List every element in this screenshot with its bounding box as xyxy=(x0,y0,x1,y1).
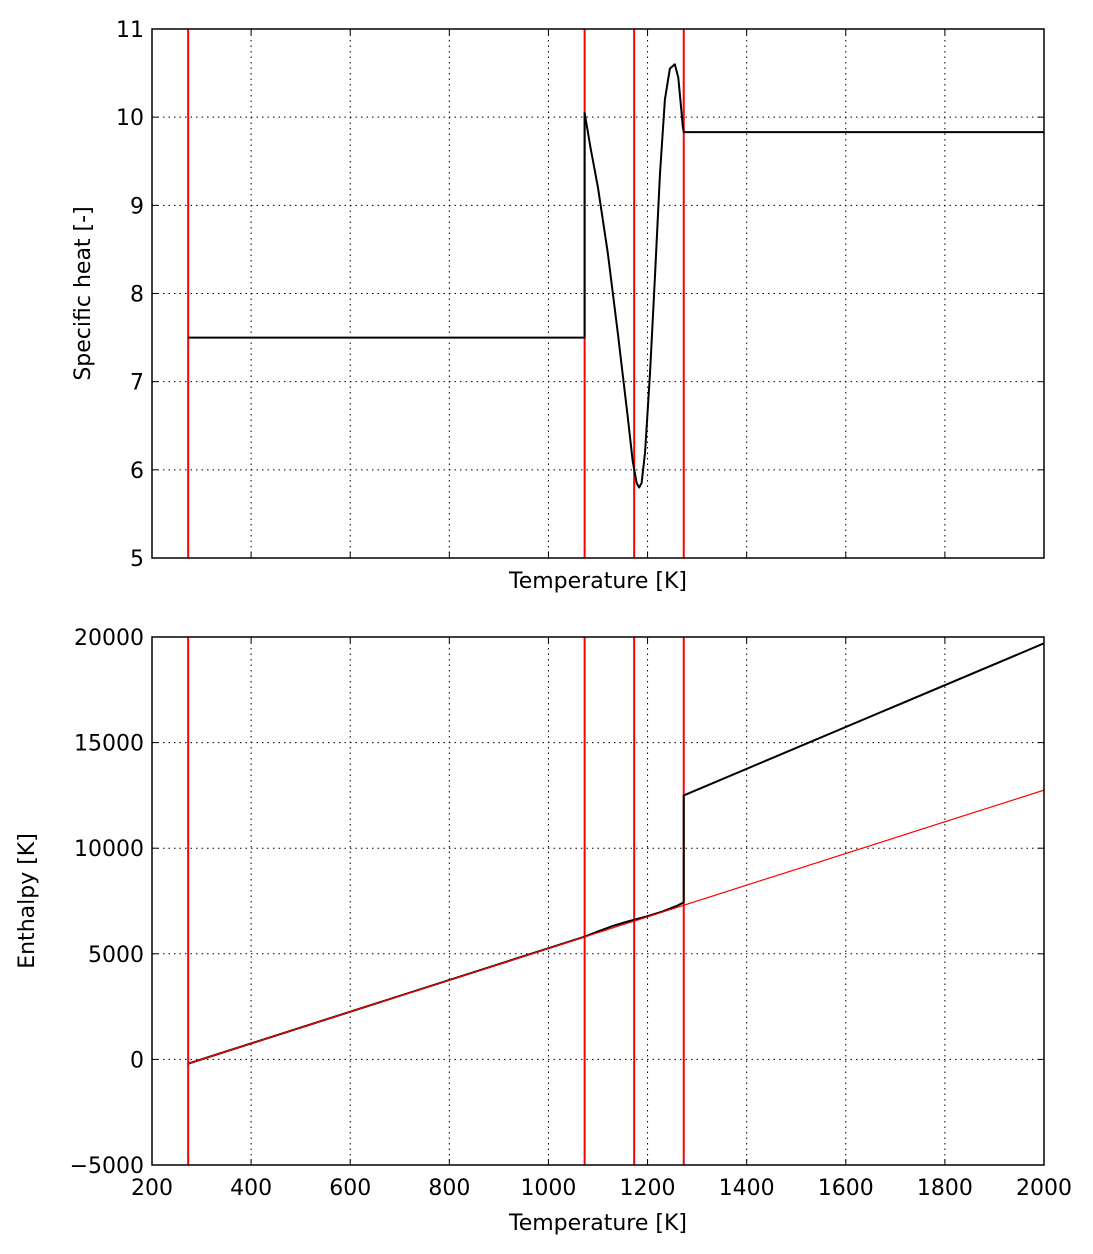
series-line xyxy=(187,642,1044,1065)
y-tick-label: 9 xyxy=(130,194,144,219)
x-tick-label: 600 xyxy=(329,1176,371,1201)
x-tick-label: 1600 xyxy=(818,1176,874,1201)
y-tick-label: 7 xyxy=(130,371,144,396)
series-line xyxy=(188,63,1044,489)
y-tick-label: 0 xyxy=(130,1048,144,1073)
x-tick-label: 400 xyxy=(230,1176,272,1201)
y-tick-label: 5 xyxy=(130,547,144,572)
x-tick-label: 200 xyxy=(131,1176,173,1201)
y-tick-label: 6 xyxy=(130,459,144,484)
y-tick-label: 8 xyxy=(130,283,144,308)
axes-frame xyxy=(151,636,1045,1166)
x-tick-label: 1400 xyxy=(719,1176,775,1201)
y-tick-label: 10000 xyxy=(74,837,144,862)
y-tick-label: 5000 xyxy=(88,943,144,968)
y-axis-label: Enthalpy [K] xyxy=(15,833,40,969)
plot-area xyxy=(187,637,1044,1165)
y-tick-label: 10 xyxy=(116,106,144,131)
plot-area xyxy=(187,29,1044,558)
specific-heat-panel: 5 6 7 8 9 10 11 Temperature [K] Specific heat [-… xyxy=(71,18,1045,594)
series-line xyxy=(187,789,1044,1065)
y-tick-label: 11 xyxy=(116,18,144,43)
x-tick-label: 2000 xyxy=(1016,1176,1072,1201)
x-axis-label: Temperature [K] xyxy=(508,569,687,594)
y-tick-label: −5000 xyxy=(70,1154,144,1179)
y-axis-label: Specific heat [-] xyxy=(71,206,96,380)
y-tick-label: 20000 xyxy=(74,626,144,651)
x-tick-label: 1800 xyxy=(917,1176,973,1201)
enthalpy-panel: 200 400 600 800 1000 1200 1400 1600 1800 2000 −500… xyxy=(15,626,1072,1236)
x-tick-label: 1000 xyxy=(520,1176,576,1201)
x-tick-label: 1200 xyxy=(620,1176,676,1201)
x-axis-label: Temperature [K] xyxy=(508,1211,687,1236)
x-tick-label: 800 xyxy=(428,1176,470,1201)
y-tick-label: 15000 xyxy=(74,732,144,757)
